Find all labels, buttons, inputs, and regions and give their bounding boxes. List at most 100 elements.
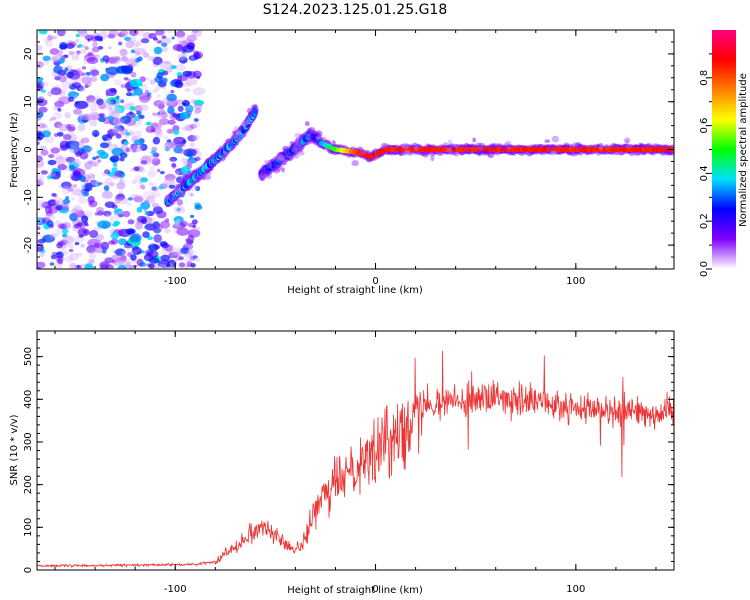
noise-blob xyxy=(56,242,63,249)
noise-blob xyxy=(152,56,163,65)
noise-blob xyxy=(130,71,137,78)
track-speck xyxy=(576,146,581,151)
noise-blob xyxy=(117,265,127,269)
noise-blob xyxy=(177,148,186,155)
noise-blob xyxy=(42,55,51,61)
figure-title: S124.2023.125.01.25.G18 xyxy=(263,2,448,18)
noise-blob xyxy=(105,66,120,76)
noise-blob xyxy=(79,31,89,37)
noise-blob xyxy=(60,223,67,230)
noise-blob xyxy=(115,95,120,100)
noise-blob xyxy=(169,158,176,163)
noise-blob xyxy=(181,157,187,164)
noise-blob xyxy=(79,113,92,121)
track-speck xyxy=(184,174,190,178)
noise-blob xyxy=(181,99,190,107)
noise-blob xyxy=(142,191,155,200)
noise-blob xyxy=(171,162,177,168)
noise-blob xyxy=(160,171,165,175)
noise-blob xyxy=(163,143,173,151)
track-speck xyxy=(454,143,459,149)
noise-blob xyxy=(117,197,128,205)
noise-blob xyxy=(168,251,179,259)
noise-blob xyxy=(193,99,204,106)
noise-blob xyxy=(192,31,197,36)
noise-blob xyxy=(40,170,48,175)
noise-blob xyxy=(120,30,129,37)
noise-blob xyxy=(37,178,44,187)
track-speck xyxy=(294,132,300,139)
noise-blob xyxy=(59,42,68,49)
noise-blob xyxy=(184,88,191,92)
noise-blob xyxy=(114,79,122,86)
noise-blob xyxy=(161,86,167,90)
noise-blob xyxy=(101,190,113,199)
noise-blob xyxy=(172,112,179,118)
track-speck xyxy=(297,150,305,156)
noise-blob xyxy=(176,227,189,236)
noise-blob xyxy=(125,40,135,49)
noise-blob xyxy=(110,232,119,240)
noise-blob xyxy=(74,241,80,246)
y-tick-label: 100 xyxy=(23,518,34,537)
noise-blob xyxy=(78,44,83,48)
noise-blob xyxy=(71,196,76,201)
noise-blob xyxy=(69,146,79,154)
noise-blob xyxy=(50,56,59,63)
noise-blob xyxy=(183,148,197,157)
noise-blob xyxy=(114,144,118,148)
noise-blob xyxy=(67,41,77,48)
noise-blob xyxy=(40,124,48,129)
noise-blob xyxy=(57,124,63,129)
noise-blob xyxy=(54,220,61,226)
noise-blob xyxy=(74,100,89,110)
noise-blob xyxy=(148,182,154,187)
noise-blob xyxy=(37,179,42,187)
noise-blob xyxy=(153,228,162,234)
track-speck xyxy=(176,199,184,206)
noise-blob xyxy=(133,196,144,203)
noise-blob xyxy=(66,123,76,132)
noise-blob xyxy=(119,255,127,263)
noise-blob xyxy=(164,228,171,234)
track-speck xyxy=(213,154,219,160)
track-speck xyxy=(171,192,176,196)
noise-blob xyxy=(131,246,142,255)
noise-blob xyxy=(59,66,64,70)
noise-blob xyxy=(98,113,105,118)
noise-blob xyxy=(187,135,197,142)
noise-blob xyxy=(189,124,197,129)
noise-blob xyxy=(100,241,110,251)
noise-blob xyxy=(72,137,78,142)
noise-blob xyxy=(100,142,110,149)
noise-blob xyxy=(94,54,101,59)
noise-blob xyxy=(194,156,201,161)
noise-blob xyxy=(37,243,44,252)
noise-blob xyxy=(137,56,143,62)
noise-blob xyxy=(155,131,164,138)
noise-blob xyxy=(166,93,177,102)
noise-blob xyxy=(66,71,75,79)
noise-blob xyxy=(64,256,74,263)
track-speck xyxy=(218,150,223,157)
noise-blob xyxy=(93,242,101,249)
noise-blob xyxy=(149,79,156,85)
colorbar-tick-label: 0.4 xyxy=(699,165,710,181)
noise-blob xyxy=(115,133,122,139)
track-speck xyxy=(174,188,182,192)
noise-blob xyxy=(56,131,64,137)
noise-blob xyxy=(188,55,198,61)
noise-blob xyxy=(141,186,147,191)
noise-blob xyxy=(89,111,101,121)
noise-blob xyxy=(103,185,110,192)
noise-blob xyxy=(116,193,125,201)
noise-blob xyxy=(182,44,195,53)
noise-blob xyxy=(65,196,70,201)
noise-blob xyxy=(182,52,189,58)
noise-blob xyxy=(133,166,140,171)
noise-blob xyxy=(61,228,69,234)
noise-blob xyxy=(166,128,174,134)
noise-blob xyxy=(140,177,149,183)
noise-blob xyxy=(84,182,93,192)
noise-blob xyxy=(107,115,114,121)
